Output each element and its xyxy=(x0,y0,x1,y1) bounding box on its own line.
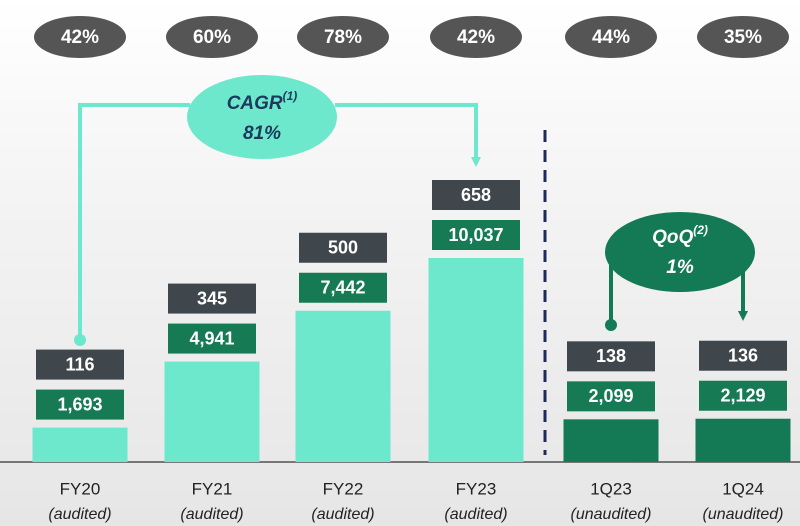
category-note: (audited) xyxy=(48,506,111,523)
top-value: 500 xyxy=(328,237,358,257)
cagr-text: CAGR xyxy=(227,93,283,114)
bar xyxy=(165,362,260,462)
category-note: (unaudited) xyxy=(703,506,784,523)
qoq-note: (2) xyxy=(693,223,708,237)
percentage-label: 42% xyxy=(457,27,495,48)
cagr-value: 81% xyxy=(243,123,281,144)
percentage-label: 35% xyxy=(724,27,762,48)
value-label: 4,941 xyxy=(189,328,234,348)
x-tick-label: FY22 xyxy=(323,479,364,498)
category-note: (audited) xyxy=(311,506,374,523)
top-value: 345 xyxy=(197,288,227,308)
category-note: (audited) xyxy=(180,506,243,523)
top-value: 136 xyxy=(728,345,758,365)
qoq-text: QoQ xyxy=(652,227,693,248)
category-note: (unaudited) xyxy=(571,506,652,523)
cagr-dot xyxy=(74,334,86,346)
top-value: 658 xyxy=(461,185,491,205)
cagr-note: (1) xyxy=(283,89,298,103)
x-tick-label: FY23 xyxy=(456,479,497,498)
bar xyxy=(564,419,659,462)
qoq-dot xyxy=(605,319,617,331)
percentage-label: 60% xyxy=(193,27,231,48)
percentage-label: 78% xyxy=(324,27,362,48)
chart: CAGR(1) 81% QoQ(2) 1% 42% 1,693 116 FY20 (au… xyxy=(0,0,800,526)
x-tick-label: 1Q23 xyxy=(590,479,632,498)
x-tick-label: FY21 xyxy=(192,479,233,498)
bar xyxy=(33,428,128,462)
x-tick-label: 1Q24 xyxy=(722,479,764,498)
value-label: 10,037 xyxy=(448,225,503,245)
qoq-bubble xyxy=(605,212,755,292)
value-label: 1,693 xyxy=(57,394,102,414)
category-note: (audited) xyxy=(444,506,507,523)
cagr-bubble xyxy=(187,75,337,159)
x-tick-label: FY20 xyxy=(60,479,101,498)
top-value: 138 xyxy=(596,346,626,366)
cagr-connector xyxy=(335,105,476,162)
value-label: 2,129 xyxy=(720,385,765,405)
value-label: 2,099 xyxy=(588,386,633,406)
bar xyxy=(696,419,791,462)
value-label: 7,442 xyxy=(320,277,365,297)
bar xyxy=(296,311,391,462)
percentage-label: 42% xyxy=(61,27,99,48)
percentage-label: 44% xyxy=(592,27,630,48)
top-value: 116 xyxy=(65,354,94,374)
qoq-value: 1% xyxy=(666,257,694,278)
page: CAGR(1) 81% QoQ(2) 1% 42% 1,693 116 FY20 (au… xyxy=(0,0,800,526)
bar xyxy=(429,258,524,462)
